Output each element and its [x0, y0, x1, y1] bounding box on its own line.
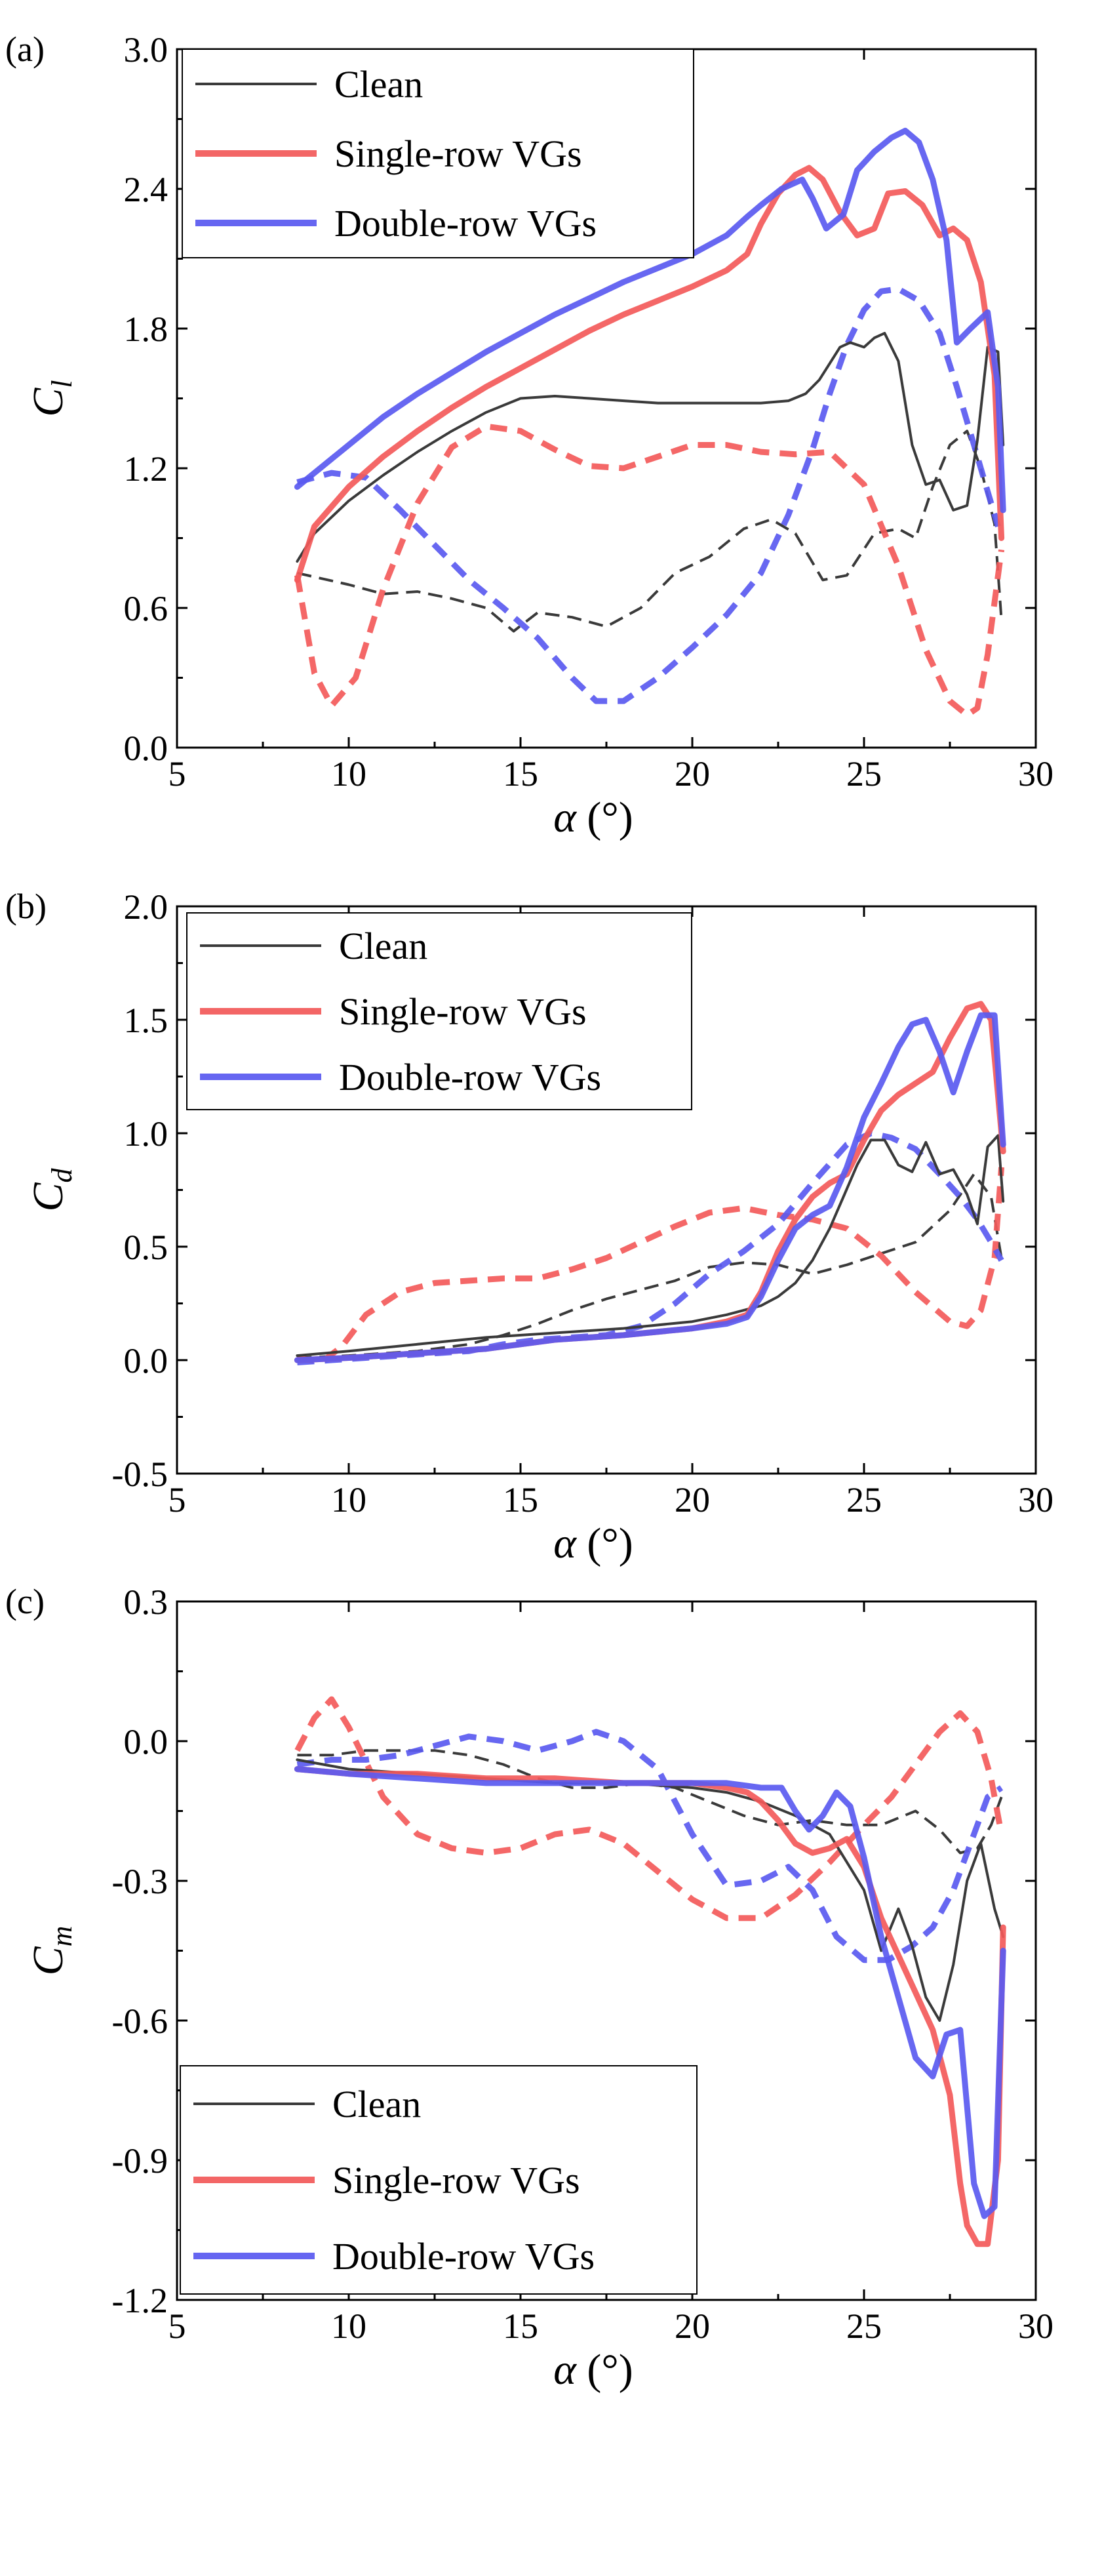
x-tick-label: 30	[1018, 1480, 1053, 1519]
series-line-double-row-vgs-dashed	[296, 1729, 1004, 1963]
series-line-single-row-vgs-solid	[294, 165, 1005, 583]
y-tick-label: 0.0	[124, 1341, 168, 1380]
x-tick-label: 20	[675, 754, 710, 794]
legend-label: Single-row VGs	[332, 2159, 580, 2202]
series-group	[294, 1001, 1006, 1365]
x-axis-unit: (°)	[576, 1519, 633, 1567]
y-tick-label: -1.2	[112, 2281, 168, 2320]
y-axis-symbol: C	[24, 1182, 72, 1212]
legend: Clean Single-row VGs Double-row VGs	[186, 912, 692, 1110]
series-line-clean-dashed	[297, 1749, 1003, 1855]
series-line-single-row-vgs-dashed	[296, 1167, 1005, 1365]
x-tick-label: 25	[846, 754, 882, 794]
legend: Clean Single-row VGs Double-row VGs	[180, 2065, 698, 2295]
y-tick-label: 0.5	[124, 1228, 168, 1267]
y-tick-label: 0.6	[124, 589, 168, 628]
legend-label: Clean	[332, 2083, 421, 2125]
x-axis-symbol: α	[553, 2346, 577, 2394]
legend-label: Single-row VGs	[339, 990, 587, 1033]
x-tick-label: 25	[846, 2306, 882, 2346]
x-tick-label: 10	[331, 2306, 366, 2346]
x-tick-label: 30	[1018, 754, 1053, 794]
y-tick-label: 0.3	[124, 1582, 168, 1622]
legend-label: Clean	[334, 63, 423, 106]
panel-label: (a)	[5, 30, 45, 69]
y-tick-label: 1.0	[124, 1114, 168, 1154]
x-axis-title: α (°)	[553, 794, 633, 841]
series-line-double-row-vgs-solid	[294, 1766, 1006, 2219]
y-axis-subscript: d	[46, 1167, 78, 1182]
y-axis-subscript: m	[46, 1926, 78, 1947]
series-line-single-row-vgs-solid	[294, 1766, 1006, 2247]
legend-label: Clean	[339, 925, 427, 967]
legend-label: Single-row VGs	[334, 132, 582, 175]
y-axis-title: Cd	[24, 1167, 78, 1211]
x-axis-symbol: α	[553, 794, 577, 841]
y-tick-label: -0.3	[112, 1862, 168, 1901]
chart-panel-3: 5 10 15 20 25 30 -1.2 -0.9 -0.6 -0.3 0.0 0.3 (c) Cm α …	[5, 1582, 1053, 2394]
series-line-double-row-vgs-solid	[294, 1012, 1006, 1363]
series-line-double-row-vgs-dashed	[296, 286, 1001, 704]
y-axis-title: Cm	[24, 1926, 78, 1976]
x-tick-label: 10	[331, 754, 366, 794]
y-tick-label: 1.5	[124, 1001, 168, 1040]
legend-label: Double-row VGs	[339, 1056, 601, 1098]
panel-label: (b)	[5, 887, 47, 926]
series-line-double-row-vgs-dashed	[297, 1130, 1004, 1365]
x-axis-unit: (°)	[576, 794, 633, 841]
x-axis-title: α (°)	[553, 1519, 633, 1567]
x-tick-label: 5	[168, 754, 186, 794]
x-axis-symbol: α	[553, 1519, 577, 1567]
y-tick-label: 1.2	[124, 449, 168, 489]
y-axis-title: Cl	[24, 380, 78, 416]
legend: Clean Single-row VGs Double-row VGs	[182, 49, 694, 258]
x-tick-label: 30	[1018, 2306, 1053, 2346]
y-tick-label: 1.8	[124, 310, 168, 349]
legend-label: Double-row VGs	[332, 2235, 595, 2278]
y-tick-label: -0.6	[112, 2002, 168, 2041]
x-axis-unit: (°)	[576, 2346, 633, 2394]
series-line-clean-dashed	[296, 430, 1003, 633]
y-tick-label: 3.0	[124, 30, 168, 70]
x-tick-label: 20	[675, 2306, 710, 2346]
y-tick-label: 2.4	[124, 170, 168, 209]
x-tick-label: 25	[846, 1480, 882, 1519]
legend-label: Double-row VGs	[334, 202, 597, 245]
x-tick-label: 15	[503, 1480, 538, 1519]
chart-panel-2: 5 10 15 20 25 30 -0.5 0.0 0.5 1.0 1.5 2.0 (b) Cd α (°)…	[5, 887, 1053, 1567]
x-tick-label: 20	[675, 1480, 710, 1519]
series-line-clean-solid	[296, 332, 1005, 563]
y-tick-label: -0.5	[112, 1455, 168, 1494]
y-axis-symbol: C	[24, 388, 72, 417]
series-group	[294, 127, 1006, 718]
x-tick-label: 5	[168, 1480, 186, 1519]
series-line-clean-solid	[296, 1134, 1005, 1358]
x-tick-label: 15	[503, 2306, 538, 2346]
series-line-clean-solid	[296, 1758, 1005, 2022]
y-tick-label: 0.0	[124, 1722, 168, 1761]
series-line-double-row-vgs-solid	[294, 127, 1006, 513]
x-axis-title: α (°)	[553, 2346, 633, 2394]
series-line-single-row-vgs-dashed	[294, 1696, 1005, 1922]
x-tick-label: 5	[168, 2306, 186, 2346]
series-group	[294, 1696, 1006, 2247]
y-axis-subscript: l	[46, 380, 78, 388]
chart-panel-1: 5 10 15 20 25 30 0.0 0.6 1.2 1.8 2.4 3.0 (a) Cl α (°) C…	[5, 30, 1053, 841]
series-line-single-row-vgs-dashed	[294, 423, 1005, 718]
series-line-clean-dashed	[297, 1173, 1003, 1359]
x-tick-label: 10	[331, 1480, 366, 1519]
panel-label: (c)	[5, 1582, 45, 1621]
y-tick-label: 2.0	[124, 887, 168, 927]
y-axis-symbol: C	[24, 1946, 72, 1975]
y-tick-label: 0.0	[124, 729, 168, 768]
x-tick-label: 15	[503, 754, 538, 794]
y-tick-label: -0.9	[112, 2141, 168, 2181]
